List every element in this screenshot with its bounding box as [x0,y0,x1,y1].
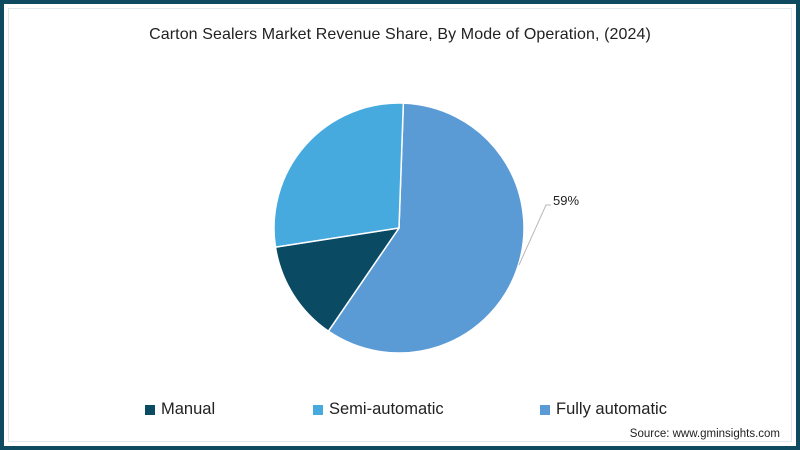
legend-swatch-manual [145,404,155,415]
legend-item-manual[interactable]: Manual [145,400,215,419]
pie-slices [273,102,525,354]
legend-item-fully-automatic[interactable]: Fully automatic [540,400,667,419]
legend-swatch-semi-automatic [313,404,323,415]
source-note: Source: www.gminsights.com [629,428,780,440]
data-label-fully-automatic: 59% [553,193,580,208]
pie-slice-semi-automatic[interactable] [273,102,405,248]
leader-line [518,204,551,266]
pie-slice-manual[interactable] [274,227,400,332]
legend-label: Semi-automatic [329,400,444,418]
legend-label: Fully automatic [556,400,667,418]
pie-slice-fully-automatic[interactable] [327,102,525,354]
legend-label: Manual [161,400,216,418]
chart-title: Carton Sealers Market Revenue Share, By … [149,26,651,43]
legend: Manual Semi-automatic Fully automatic [0,400,800,422]
legend-swatch-fully-automatic [540,404,550,415]
legend-item-semi-automatic[interactable]: Semi-automatic [313,400,444,419]
